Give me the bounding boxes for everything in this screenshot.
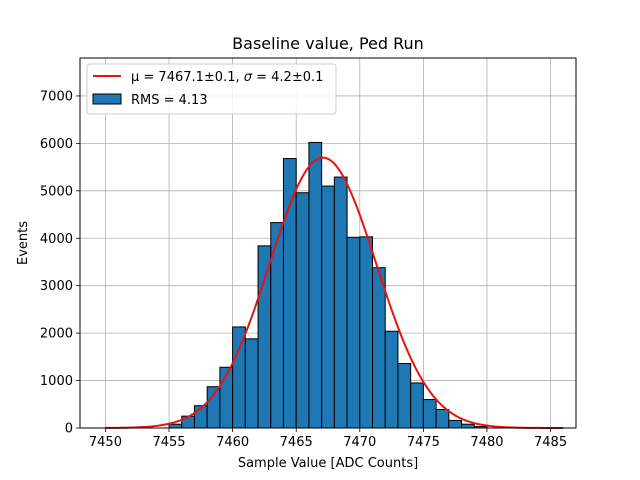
y-tick-label: 7000 [40, 89, 73, 104]
legend-fit-label-sigma-value: = 4.2±0.1 [252, 70, 323, 85]
histogram-bar [384, 330, 399, 429]
histogram-bar [372, 267, 386, 429]
histogram-bar [448, 419, 463, 429]
x-tick-label: 7460 [216, 435, 249, 450]
x-axis-label: Sample Value [ADC Counts] [238, 456, 418, 471]
histogram-bar [461, 423, 475, 429]
histogram-bar [359, 236, 374, 429]
histogram-bar [206, 386, 221, 429]
y-tick-label: 6000 [40, 137, 73, 152]
histogram-bar [282, 158, 297, 429]
x-axis-ticks: 7450 7455 7460 7465 7470 7475 7480 7485 [89, 428, 567, 450]
plot-frame [79, 57, 577, 429]
histogram-bar [168, 423, 183, 429]
x-tick-label: 7465 [280, 435, 313, 450]
x-tick-label: 7455 [152, 435, 185, 450]
histogram-bar [435, 409, 450, 429]
x-tick-label: 7485 [534, 435, 567, 450]
gaussian-fit-curve [105, 156, 564, 429]
histogram-bar [295, 192, 310, 429]
legend-fit-label-mu: μ = 7467.1±0.1, [131, 70, 244, 85]
chart-title: Baseline value, Ped Run [232, 34, 424, 53]
legend-fit-label-sigma: σ [244, 70, 253, 85]
histogram-bar [422, 399, 437, 429]
x-tick-label: 7470 [343, 435, 376, 450]
y-tick-label: 0 [65, 422, 73, 437]
y-tick-label: 1000 [40, 374, 73, 389]
y-axis-ticks: 0 1000 2000 3000 4000 5000 6000 7000 [40, 89, 80, 437]
legend-box [86, 63, 337, 115]
histogram-bar [321, 185, 335, 429]
legend-hist-swatch [92, 93, 122, 105]
x-tick-label: 7450 [89, 435, 122, 450]
y-tick-label: 5000 [40, 184, 73, 199]
histogram-bar [257, 245, 272, 429]
histogram-bar [397, 362, 412, 429]
x-tick-label: 7480 [470, 435, 503, 450]
legend-hist-label: RMS = 4.13 [131, 93, 208, 108]
histogram-bar [232, 326, 246, 429]
legend: μ = 7467.1±0.1, σ = 4.2±0.1 RMS = 4.13 [86, 63, 337, 115]
y-axis-label: Events [16, 221, 31, 265]
legend-fit-label: μ = 7467.1±0.1, σ = 4.2±0.1 [131, 70, 323, 85]
histogram-bar [333, 176, 348, 429]
histogram-bar [308, 141, 323, 429]
y-tick-label: 4000 [40, 232, 73, 247]
histogram-bar [346, 236, 361, 429]
histogram-bar [410, 382, 424, 429]
histogram-bar [244, 338, 259, 429]
y-tick-label: 2000 [40, 327, 73, 342]
y-tick-label: 3000 [40, 279, 73, 294]
x-tick-label: 7475 [407, 435, 440, 450]
